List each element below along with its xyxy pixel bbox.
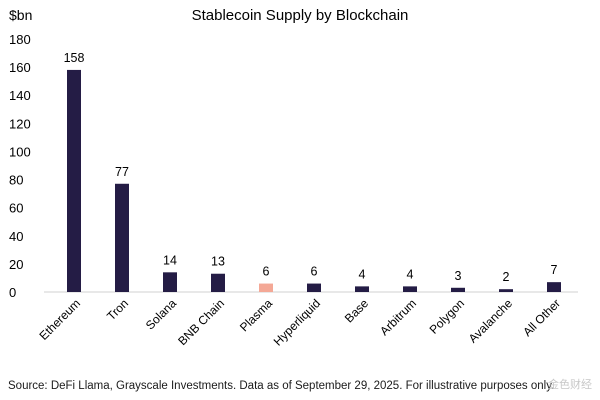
y-tick-label: 140 [9, 88, 31, 103]
data-label: 2 [503, 270, 510, 284]
x-tick-label: BNB Chain [175, 296, 227, 348]
x-tick-label: Polygon [427, 296, 468, 337]
y-tick-label: 180 [9, 32, 31, 47]
data-label: 4 [407, 267, 414, 281]
data-label: 14 [163, 253, 177, 267]
x-tick-label: Hyperliquid [271, 296, 323, 348]
y-tick-label: 160 [9, 60, 31, 75]
bar [355, 286, 369, 292]
bar [163, 272, 177, 292]
y-tick-label: 60 [9, 201, 23, 216]
data-label: 6 [263, 265, 270, 279]
data-label: 4 [359, 267, 366, 281]
bar [67, 69, 81, 292]
x-tick-label: Tron [104, 296, 131, 323]
x-tick-label: Avalanche [466, 296, 516, 346]
x-tick-label: Solana [143, 296, 180, 333]
bar [211, 273, 225, 292]
bar [547, 282, 561, 292]
data-label: 3 [455, 269, 462, 283]
watermark: 金色财经 [548, 379, 592, 391]
y-tick-label: 120 [9, 116, 31, 131]
y-tick-label: 20 [9, 257, 23, 272]
data-label: 6 [311, 265, 318, 279]
x-tick-label: Plasma [237, 296, 275, 334]
y-tick-label: 0 [9, 285, 16, 300]
bar [403, 286, 417, 292]
bar-chart: Stablecoin Supply by Blockchain $bn 0 20 4… [9, 7, 578, 349]
source-note: Source: DeFi Llama, Grayscale Investment… [8, 380, 555, 392]
bar [307, 283, 321, 292]
data-label: 158 [64, 51, 85, 65]
chart-title: Stablecoin Supply by Blockchain [192, 7, 409, 24]
y-tick-label: 100 [9, 144, 31, 159]
x-tick-label: All Other [520, 296, 563, 339]
data-label: 7 [551, 263, 558, 277]
x-tick-label: Base [342, 296, 371, 325]
bar [499, 289, 513, 292]
bar [451, 287, 465, 292]
bar [259, 283, 273, 292]
x-tick-label: Ethereum [36, 296, 83, 343]
data-label: 77 [115, 165, 129, 179]
data-label: 13 [211, 255, 225, 269]
bar [115, 183, 129, 292]
y-tick-label: 80 [9, 173, 23, 188]
y-axis-label: $bn [9, 7, 32, 23]
x-tick-label: Arbitrum [377, 296, 419, 338]
y-tick-label: 40 [9, 229, 23, 244]
